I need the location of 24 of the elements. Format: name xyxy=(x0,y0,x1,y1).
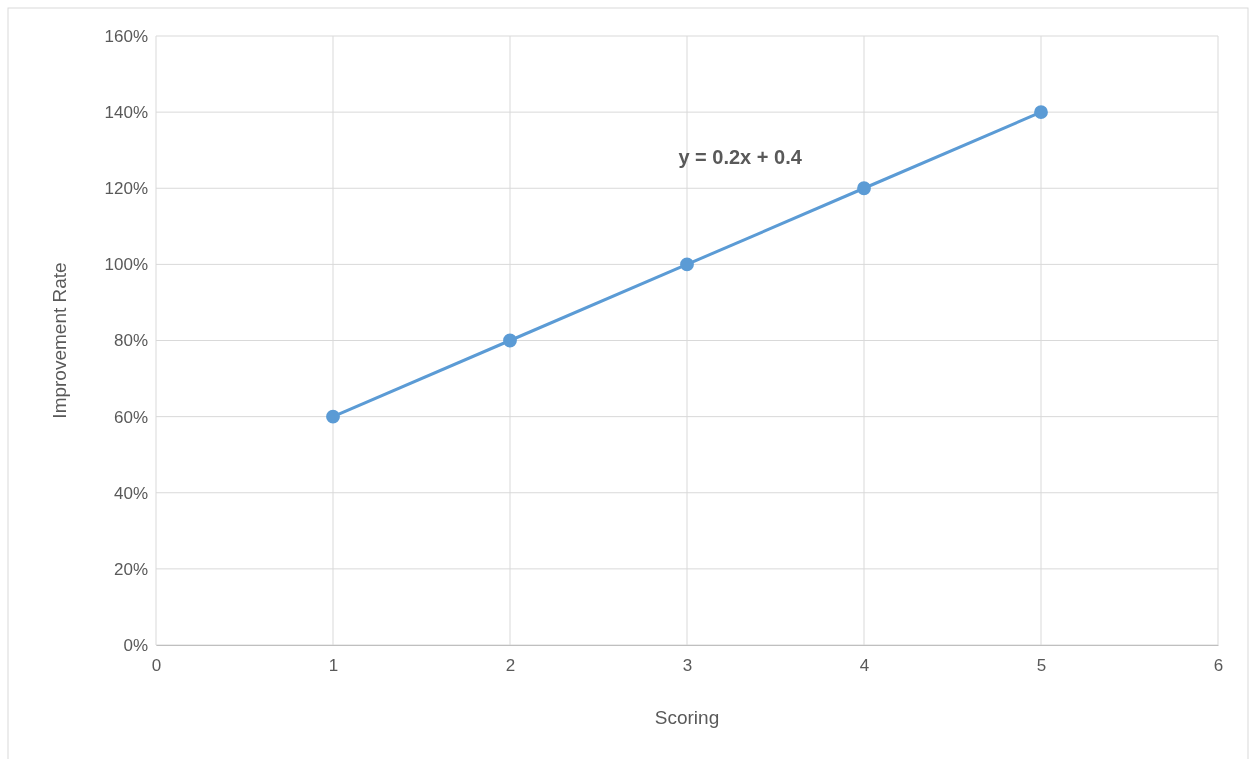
x-tick-label: 6 xyxy=(1213,656,1224,676)
annotation: y = 0.2x + 0.4 xyxy=(678,145,803,168)
y-tick-label: 0% xyxy=(123,635,148,655)
x-tick-label: 1 xyxy=(328,656,339,676)
point xyxy=(857,181,871,196)
point xyxy=(326,409,340,424)
x-tick-label: 4 xyxy=(859,656,870,676)
x-tick-label: 0 xyxy=(151,656,162,676)
point xyxy=(1034,105,1048,120)
x-tick-label: 2 xyxy=(505,656,516,676)
y-tick-label: 40% xyxy=(113,483,148,503)
x-tick-label: 3 xyxy=(682,656,693,676)
x-axis-title: Scoring xyxy=(654,707,720,728)
y-axis-title: Improvement Rate xyxy=(49,262,70,419)
x-tick-label: 5 xyxy=(1036,656,1047,676)
point xyxy=(503,333,517,348)
y-tick-label: 160% xyxy=(104,26,148,46)
point xyxy=(680,257,694,272)
y-tick-label: 60% xyxy=(113,407,148,427)
y-tick-label: 80% xyxy=(113,331,148,351)
y-tick-label: 140% xyxy=(104,103,148,123)
y-tick-label: 100% xyxy=(104,255,148,275)
y-tick-label: 20% xyxy=(113,559,148,579)
y-tick-label: 120% xyxy=(104,179,148,199)
